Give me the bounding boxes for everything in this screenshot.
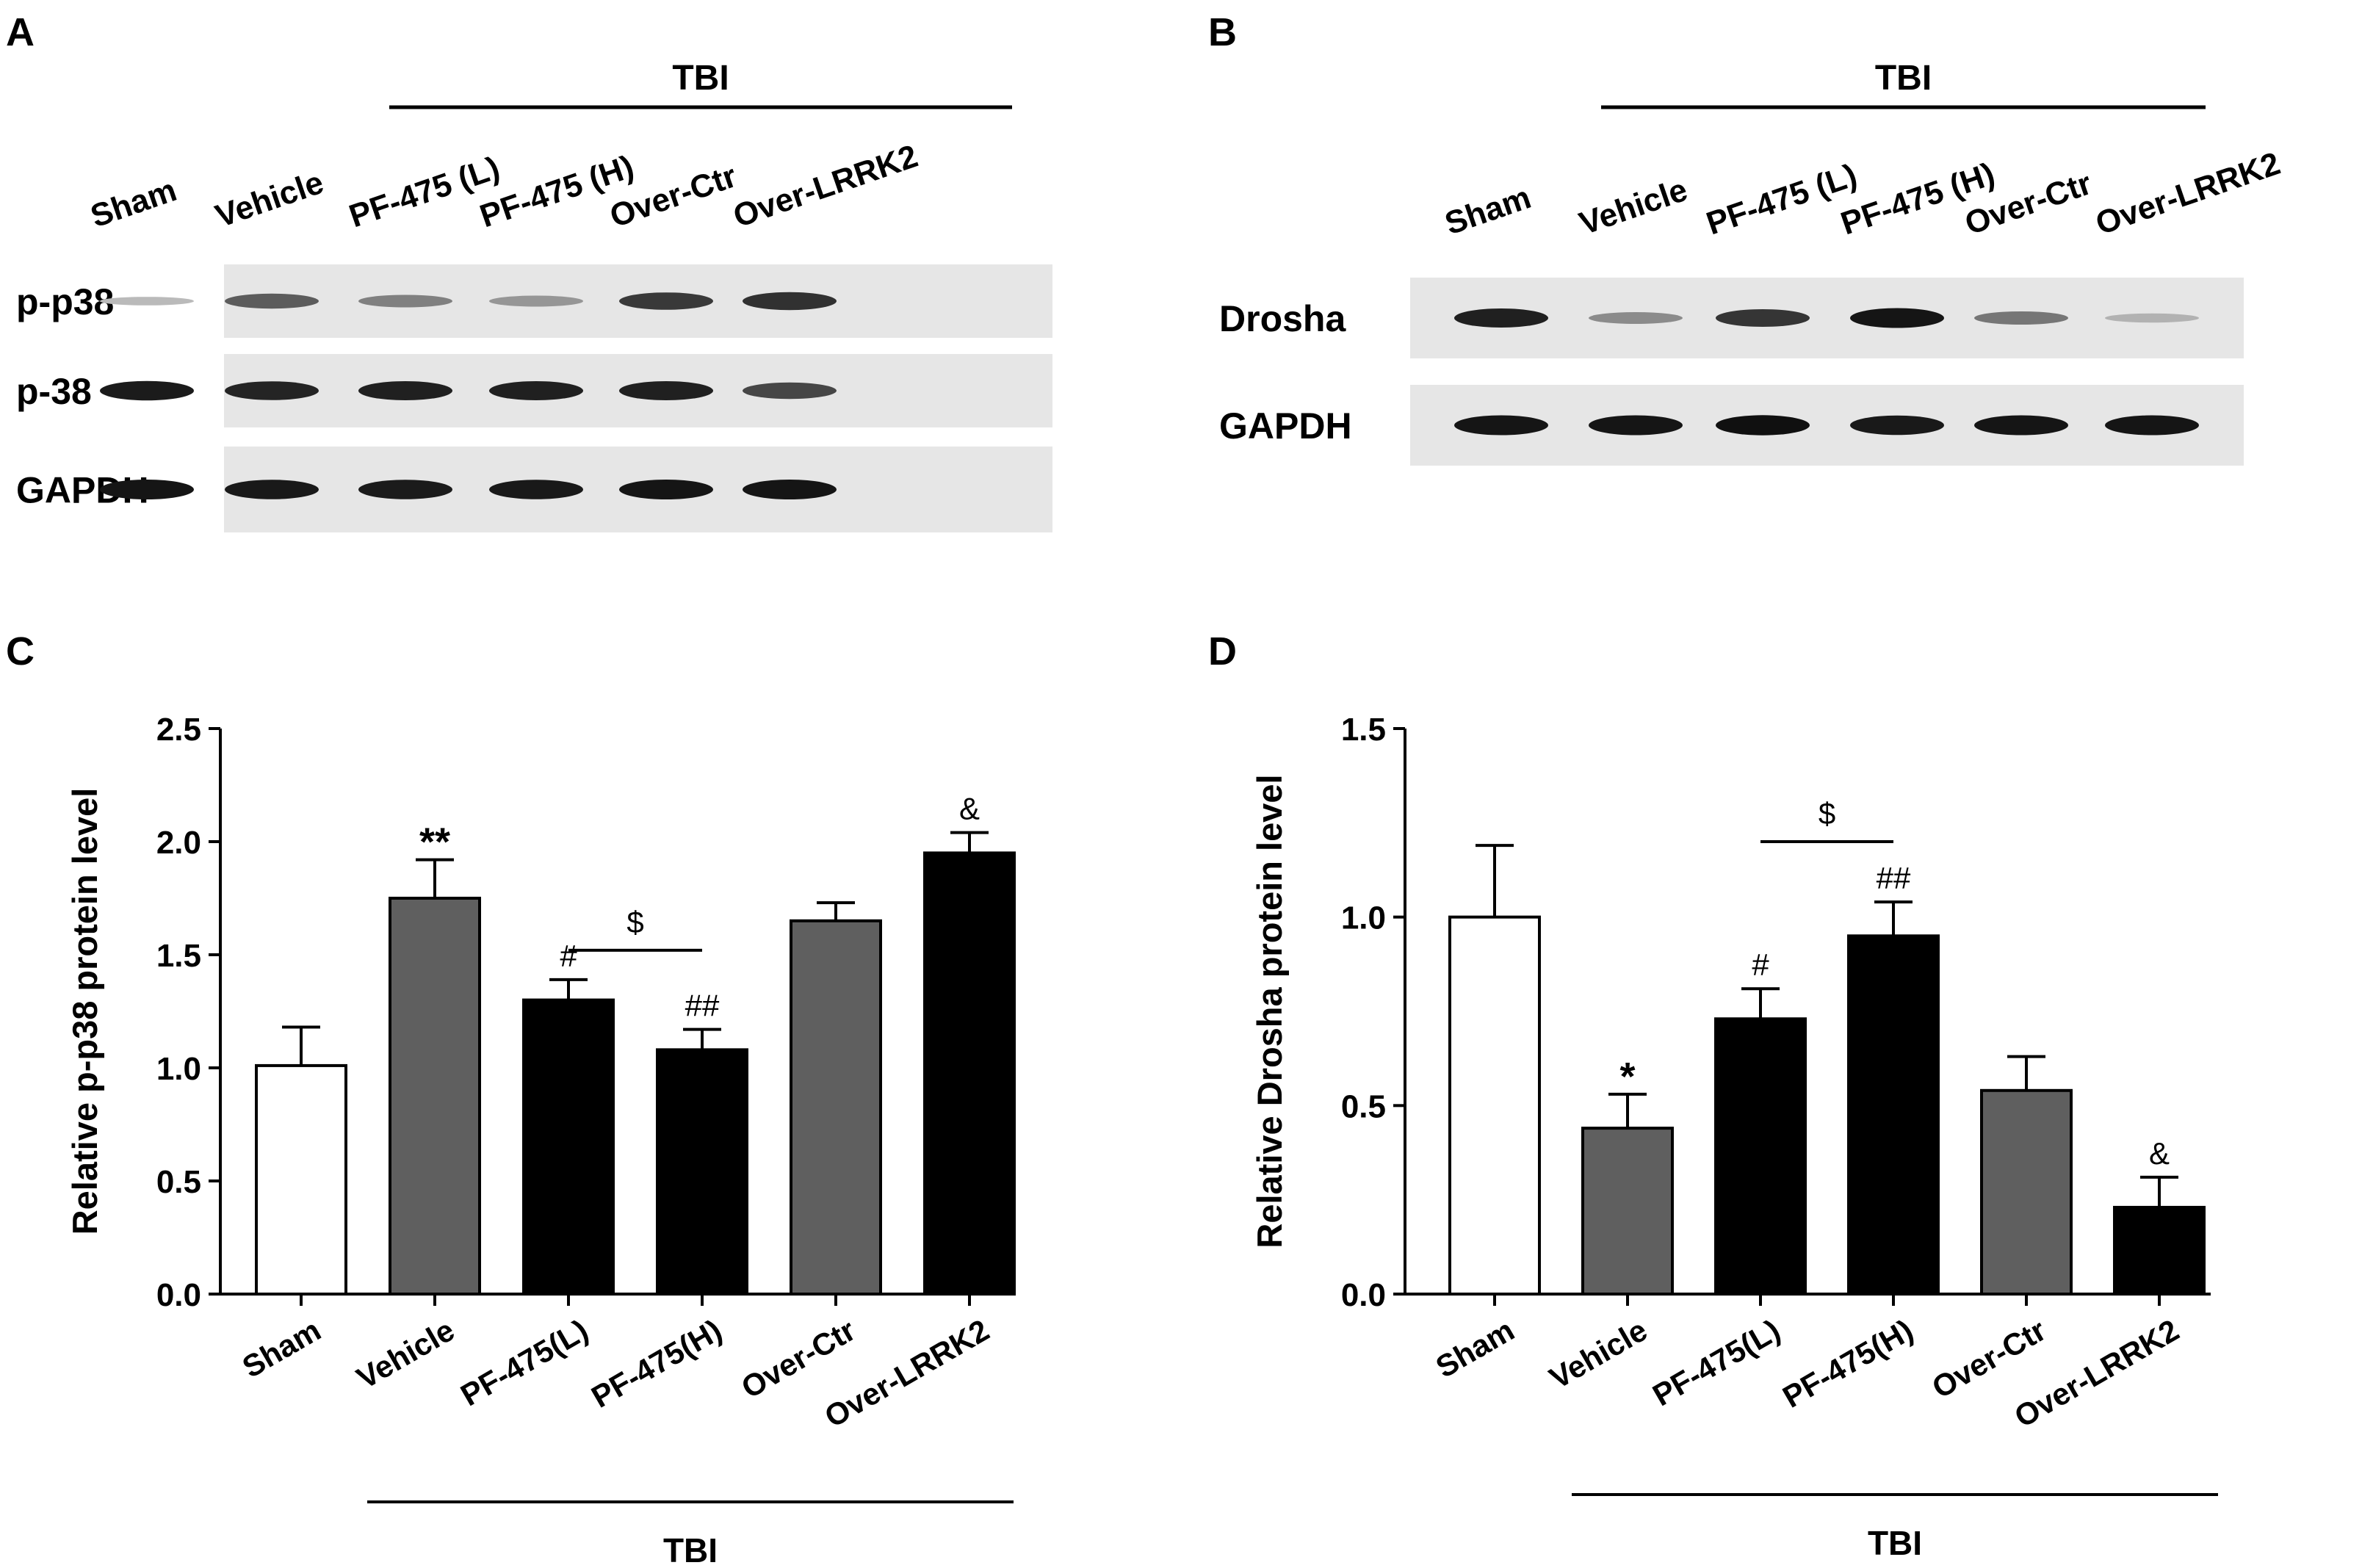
blot-band — [358, 480, 452, 499]
blot-band — [619, 292, 713, 310]
lane-label: Over-LRRK2 — [729, 138, 922, 235]
blot-band — [1454, 415, 1548, 436]
blot-band — [1974, 311, 2068, 325]
blot-band — [619, 480, 713, 499]
bar-chart-d: 0.0 0.5 1.0 1.5 Relative Drosha protein leve… — [1250, 712, 2218, 1562]
panel-label-d: D — [1208, 629, 1237, 673]
y-tick-label: 0.5 — [1341, 1088, 1386, 1124]
x-tick-label: PF-475(L) — [455, 1312, 593, 1412]
bar — [656, 1048, 748, 1296]
blot-band — [100, 380, 194, 401]
y-tick-label: 1.5 — [1341, 712, 1386, 748]
panel-label-a: A — [6, 10, 35, 54]
x-tick-label: Sham — [236, 1312, 327, 1384]
blot-band — [1974, 415, 2068, 436]
bar — [1581, 1127, 1674, 1296]
significance-mark: # — [1752, 947, 1769, 982]
blot-band — [1454, 308, 1548, 328]
row-label: Drosha — [1219, 298, 1346, 339]
bar — [923, 851, 1016, 1296]
x-tick-label: PF-475(H) — [1777, 1312, 1918, 1415]
significance-mark: * — [1619, 1055, 1635, 1099]
row-label: p-38 — [16, 371, 92, 412]
panel-label-b: B — [1208, 10, 1237, 54]
y-axis-label: Relative Drosha protein level — [1250, 774, 1289, 1248]
blot-band — [2105, 313, 2199, 323]
blot-band — [2105, 415, 2199, 436]
significance-mark: ## — [1877, 861, 1911, 895]
y-tick-label: 0.5 — [156, 1164, 201, 1200]
y-tick-label: 1.0 — [1341, 900, 1386, 936]
comparison-mark: $ — [1819, 796, 1835, 831]
y-tick-label: 2.0 — [156, 825, 201, 861]
blot-band — [743, 292, 837, 311]
lane-label: Vehicle — [1575, 172, 1691, 242]
significance-mark: # — [560, 939, 577, 973]
blot-band — [100, 480, 194, 499]
x-tick-label: PF-475(L) — [1647, 1312, 1785, 1412]
blot-strip — [1410, 385, 2244, 466]
lane-label: Sham — [86, 172, 181, 234]
bar — [1847, 934, 1940, 1296]
x-tick-label: Vehicle — [1544, 1312, 1653, 1395]
blot-strip — [1410, 278, 2244, 358]
bar — [1714, 1017, 1807, 1296]
row-label: p-p38 — [16, 281, 114, 322]
bar — [1448, 915, 1541, 1296]
bar — [790, 919, 882, 1296]
y-tick-label: 0.0 — [156, 1277, 201, 1313]
group-label: TBI — [663, 1531, 718, 1568]
blot-band — [100, 297, 194, 306]
group-label: TBI — [1868, 1524, 1922, 1562]
lane-label: Sham — [1440, 179, 1535, 242]
blot-band — [225, 293, 319, 309]
group-label: TBI — [1875, 59, 1932, 98]
group-label: TBI — [672, 59, 729, 98]
lane-label: Over-LRRK2 — [2091, 145, 2284, 242]
lane-label: Vehicle — [211, 165, 328, 235]
y-tick-label: 0.0 — [1341, 1277, 1386, 1313]
row-label: GAPDH — [1219, 405, 1352, 447]
blot-band — [743, 480, 837, 499]
bar — [522, 998, 615, 1296]
blot-band — [1589, 312, 1683, 324]
blot-band — [489, 295, 583, 307]
blot-band — [489, 381, 583, 400]
significance-mark: & — [959, 792, 980, 826]
blot-band — [225, 381, 319, 400]
lane-label: PF-475 (L) — [1702, 157, 1861, 242]
panel-label-c: C — [6, 629, 35, 673]
blot-band — [225, 480, 319, 499]
bar — [2113, 1205, 2206, 1296]
bar — [1980, 1088, 2073, 1296]
x-tick-label: Sham — [1430, 1312, 1520, 1384]
x-tick-label: PF-475(H) — [585, 1312, 727, 1415]
blot-band — [358, 295, 452, 308]
y-tick-label: 1.0 — [156, 1051, 201, 1087]
blot-band — [1589, 415, 1683, 436]
blot-band — [1716, 309, 1810, 327]
bar — [255, 1063, 347, 1296]
significance-mark: & — [2149, 1136, 2170, 1171]
blot-band — [1716, 415, 1810, 436]
blot-band — [358, 381, 452, 400]
significance-mark: ** — [419, 820, 450, 864]
blot-band — [619, 381, 713, 400]
blot-band — [743, 382, 837, 400]
comparison-mark: $ — [626, 905, 643, 939]
x-tick-label: Vehicle — [351, 1312, 461, 1395]
y-tick-label: 1.5 — [156, 938, 201, 974]
significance-mark: ## — [685, 989, 720, 1023]
y-axis-label: Relative p-p38 protein level — [65, 788, 104, 1235]
blot-band — [1850, 415, 1944, 436]
y-tick-label: 2.5 — [156, 712, 201, 748]
blot-band — [489, 480, 583, 499]
bar-chart-c: 0.0 0.5 1.0 1.5 2.0 2.5 Relative p-p38 protein… — [65, 712, 1016, 1568]
lane-label: PF-475 (L) — [344, 150, 504, 235]
bar — [389, 897, 481, 1296]
blot-band — [1850, 308, 1944, 328]
